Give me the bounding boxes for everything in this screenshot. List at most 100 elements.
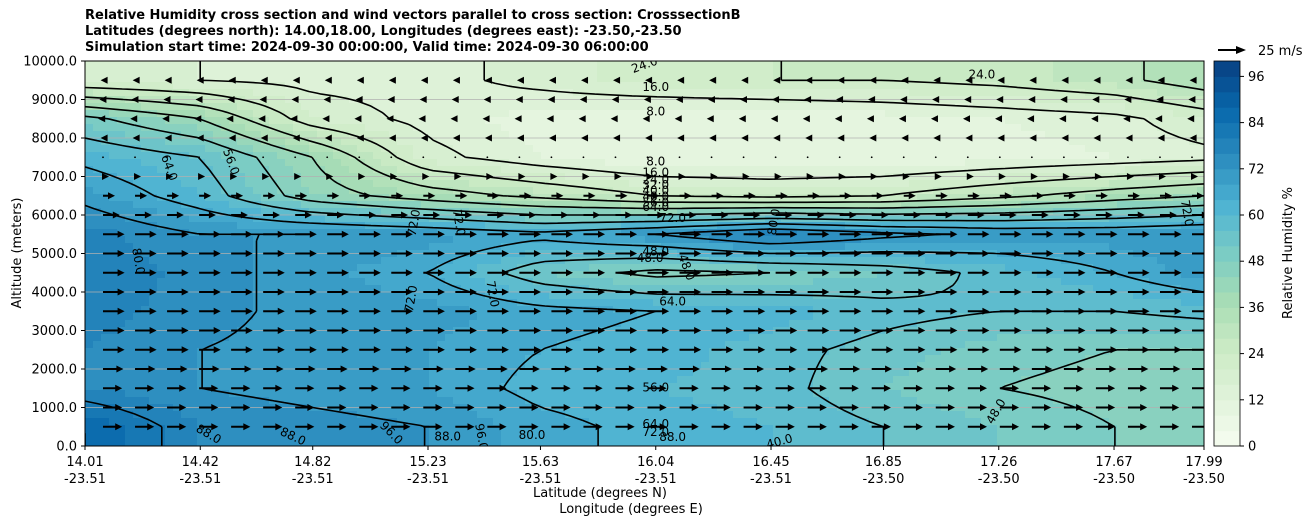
rh-cell — [749, 236, 758, 244]
rh-cell — [1061, 278, 1070, 286]
rh-cell — [869, 110, 878, 118]
rh-cell — [229, 131, 238, 139]
rh-cell — [293, 285, 302, 293]
rh-cell — [877, 145, 886, 153]
rh-cell — [1117, 131, 1126, 139]
rh-cell — [581, 110, 590, 118]
rh-cell — [1165, 292, 1174, 300]
rh-cell — [1101, 264, 1110, 272]
rh-cell — [877, 110, 886, 118]
rh-cell — [637, 68, 646, 76]
rh-cell — [701, 89, 710, 97]
rh-cell — [141, 166, 150, 174]
rh-cell — [909, 201, 918, 209]
rh-cell — [197, 229, 206, 237]
rh-cell — [357, 243, 366, 251]
rh-cell — [757, 285, 766, 293]
rh-cell — [901, 124, 910, 132]
rh-cell — [757, 61, 766, 69]
rh-cell — [589, 306, 598, 314]
rh-cell — [1125, 152, 1134, 160]
rh-cell — [709, 278, 718, 286]
rh-cell — [1197, 292, 1204, 300]
rh-cell — [101, 82, 110, 90]
rh-cell — [1141, 187, 1150, 195]
rh-cell — [133, 257, 142, 265]
rh-cell — [205, 159, 214, 167]
rh-cell — [981, 145, 990, 153]
rh-cell — [189, 75, 198, 83]
rh-cell — [861, 145, 870, 153]
rh-cell — [357, 131, 366, 139]
rh-cell — [613, 131, 622, 139]
rh-cell — [893, 292, 902, 300]
rh-cell — [485, 236, 494, 244]
rh-cell — [573, 75, 582, 83]
rh-cell — [101, 243, 110, 251]
rh-cell — [669, 145, 678, 153]
rh-cell — [341, 278, 350, 286]
rh-cell — [1037, 257, 1046, 265]
rh-cell — [709, 61, 718, 69]
rh-cell — [205, 82, 214, 90]
rh-cell — [845, 61, 854, 69]
rh-cell — [117, 271, 126, 279]
rh-cell — [565, 243, 574, 251]
rh-cell — [925, 215, 934, 223]
rh-cell — [1197, 152, 1204, 160]
rh-cell — [1117, 61, 1126, 69]
rh-cell — [949, 257, 958, 265]
rh-cell — [669, 187, 678, 195]
rh-cell — [813, 89, 822, 97]
rh-cell — [1101, 89, 1110, 97]
rh-cell — [773, 152, 782, 160]
rh-cell — [245, 89, 254, 97]
rh-cell — [1125, 82, 1134, 90]
rh-cell — [421, 166, 430, 174]
rh-cell — [197, 222, 206, 230]
rh-cell — [373, 243, 382, 251]
rh-cell — [445, 68, 454, 76]
rh-cell — [301, 138, 310, 146]
rh-cell — [773, 292, 782, 300]
rh-cell — [1093, 103, 1102, 111]
rh-cell — [493, 306, 502, 314]
rh-cell — [565, 68, 574, 76]
rh-cell — [733, 208, 742, 216]
rh-cell — [885, 201, 894, 209]
rh-cell — [565, 201, 574, 209]
rh-cell — [797, 229, 806, 237]
rh-cell — [701, 194, 710, 202]
rh-cell — [909, 166, 918, 174]
rh-cell — [261, 208, 270, 216]
rh-cell — [429, 103, 438, 111]
rh-cell — [317, 75, 326, 83]
rh-cell — [357, 89, 366, 97]
rh-cell — [877, 271, 886, 279]
rh-cell — [1181, 138, 1190, 146]
rh-cell — [901, 278, 910, 286]
rh-cell — [333, 194, 342, 202]
rh-cell — [781, 103, 790, 111]
rh-cell — [741, 194, 750, 202]
rh-cell — [1173, 208, 1182, 216]
rh-cell — [173, 75, 182, 83]
rh-cell — [317, 103, 326, 111]
rh-cell — [405, 75, 414, 83]
rh-cell — [1109, 222, 1118, 230]
rh-cell — [725, 285, 734, 293]
rh-cell — [1029, 229, 1038, 237]
rh-cell — [493, 229, 502, 237]
rh-cell — [117, 89, 126, 97]
rh-cell — [621, 285, 630, 293]
rh-cell — [1021, 103, 1030, 111]
rh-cell — [333, 257, 342, 265]
rh-cell — [1077, 257, 1086, 265]
rh-cell — [261, 264, 270, 272]
rh-cell — [405, 278, 414, 286]
rh-cell — [653, 61, 662, 69]
rh-cell — [1069, 278, 1078, 286]
rh-cell — [629, 138, 638, 146]
rh-cell — [317, 201, 326, 209]
rh-cell — [1021, 243, 1030, 251]
